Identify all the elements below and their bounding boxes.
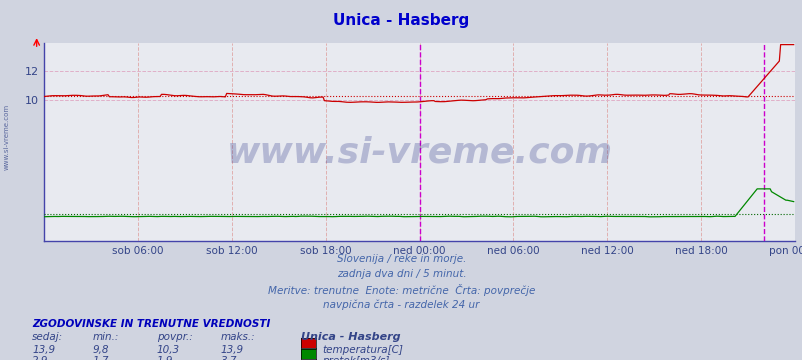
Text: Meritve: trenutne  Enote: metrične  Črta: povprečje: Meritve: trenutne Enote: metrične Črta: … — [268, 284, 534, 296]
Text: Unica - Hasberg: Unica - Hasberg — [301, 332, 400, 342]
Text: 9,8: 9,8 — [92, 345, 109, 355]
Text: ZGODOVINSKE IN TRENUTNE VREDNOSTI: ZGODOVINSKE IN TRENUTNE VREDNOSTI — [32, 319, 270, 329]
Text: 1,7: 1,7 — [92, 356, 109, 360]
Text: min.:: min.: — [92, 332, 119, 342]
Text: sedaj:: sedaj: — [32, 332, 63, 342]
Text: www.si-vreme.com: www.si-vreme.com — [226, 135, 612, 169]
Text: 13,9: 13,9 — [221, 345, 244, 355]
Text: 1,9: 1,9 — [156, 356, 173, 360]
Text: povpr.:: povpr.: — [156, 332, 192, 342]
Text: 10,3: 10,3 — [156, 345, 180, 355]
Text: temperatura[C]: temperatura[C] — [322, 345, 403, 355]
Text: pretok[m3/s]: pretok[m3/s] — [322, 356, 389, 360]
Text: navpična črta - razdelek 24 ur: navpična črta - razdelek 24 ur — [323, 299, 479, 310]
Text: Slovenija / reke in morje.: Slovenija / reke in morje. — [336, 254, 466, 264]
Text: 3,7: 3,7 — [221, 356, 237, 360]
Text: 13,9: 13,9 — [32, 345, 55, 355]
Text: zadnja dva dni / 5 minut.: zadnja dva dni / 5 minut. — [336, 269, 466, 279]
Text: maks.:: maks.: — [221, 332, 255, 342]
Text: www.si-vreme.com: www.si-vreme.com — [3, 104, 10, 170]
Text: 2,9: 2,9 — [32, 356, 49, 360]
Text: Unica - Hasberg: Unica - Hasberg — [333, 13, 469, 28]
